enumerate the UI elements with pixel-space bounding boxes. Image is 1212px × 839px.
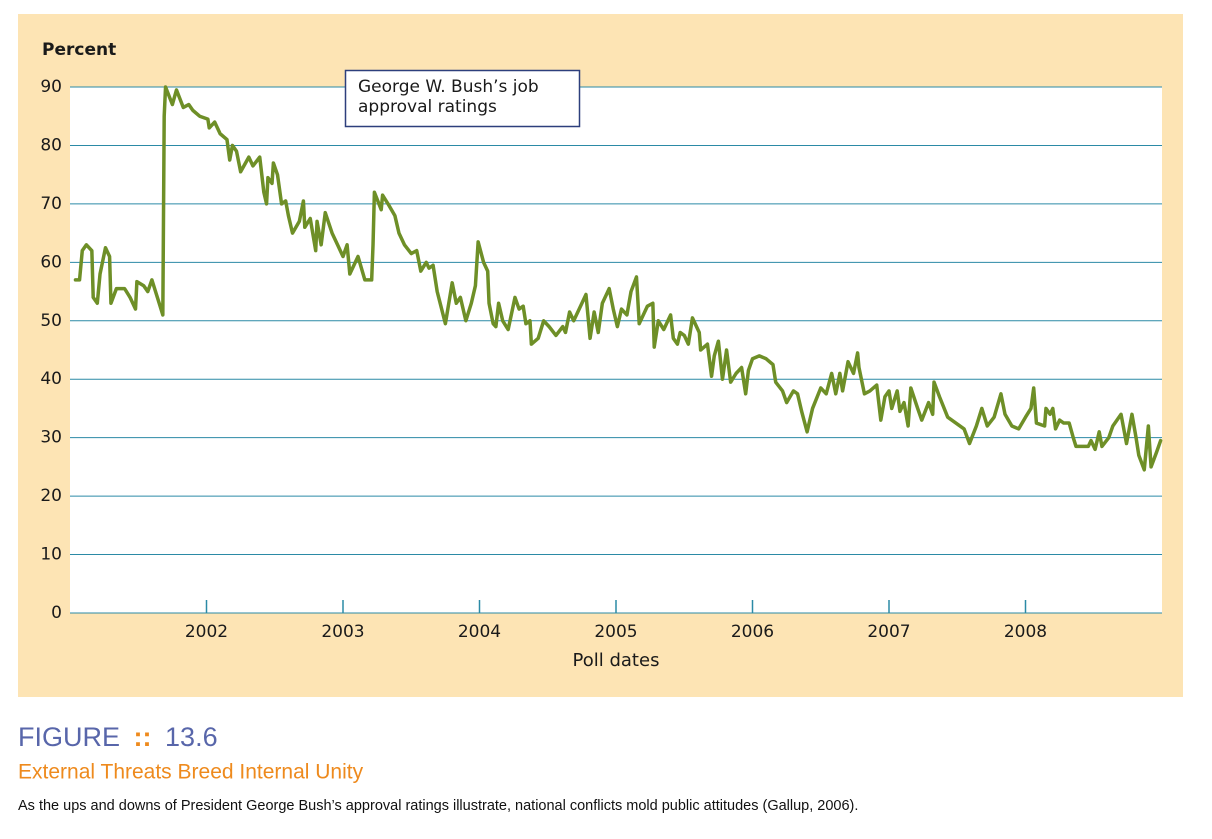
annotation-line: George W. Bush’s job — [358, 77, 539, 97]
x-tick-label: 2003 — [321, 622, 364, 642]
y-tick-label: 0 — [51, 603, 62, 623]
x-tick-label: 2002 — [185, 622, 228, 642]
x-axis-label: Poll dates — [573, 650, 660, 671]
figure-caption: As the ups and downs of President George… — [18, 798, 858, 814]
y-tick-label: 20 — [40, 486, 62, 506]
annotation-line: approval ratings — [358, 97, 497, 117]
x-tick-label: 2006 — [731, 622, 774, 642]
marks — [73, 85, 1163, 472]
annotation-box — [344, 69, 581, 128]
y-tick-label: 90 — [40, 77, 62, 97]
y-tick-label: 50 — [40, 311, 62, 331]
plot-area — [70, 87, 1162, 613]
figure-number: FIGURE :: 13.6 — [18, 722, 218, 752]
y-axis-label: Percent — [42, 40, 116, 60]
figure-label: FIGURE — [18, 722, 120, 752]
approval-line — [73, 85, 1163, 472]
figure-number-value: 13.6 — [165, 722, 218, 752]
figure-title: External Threats Breed Internal Unity — [18, 761, 364, 784]
y-tick-label: 30 — [40, 428, 62, 448]
y-tick-label: 10 — [40, 545, 62, 565]
annotation: George W. Bush’s job approval ratings — [344, 69, 581, 128]
y-tick-label: 80 — [40, 135, 62, 155]
x-tick-label: 2008 — [1004, 622, 1047, 642]
y-tick-label: 70 — [40, 194, 62, 214]
x-tick-label: 2004 — [458, 622, 501, 642]
y-tick-label: 40 — [40, 369, 62, 389]
x-tick-label: 2005 — [594, 622, 637, 642]
figure-separator: :: — [134, 722, 152, 752]
x-tick-label: 2007 — [867, 622, 910, 642]
y-tick-label: 60 — [40, 252, 62, 272]
